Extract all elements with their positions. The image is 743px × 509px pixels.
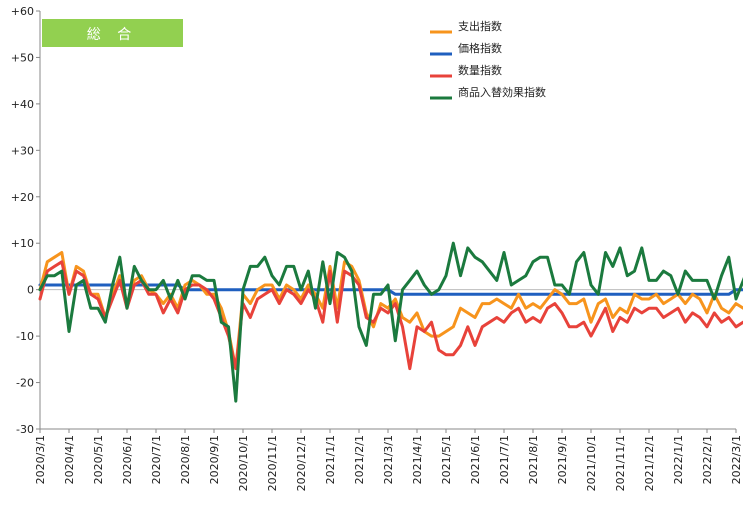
legend-label-0: 支出指数 (458, 19, 502, 33)
x-tick-label: 2020/8/1 (179, 435, 192, 484)
x-tick-label: 2021/12/1 (643, 435, 656, 491)
series-line-1 (38, 283, 743, 296)
y-tick-label: +30 (11, 144, 34, 157)
x-tick-label: 2021/1/1 (324, 435, 337, 484)
legend-label-2: 数量指数 (458, 63, 502, 77)
x-tick-label: 2020/12/1 (295, 435, 308, 491)
x-tick-label: 2021/3/1 (382, 435, 395, 484)
y-tick-label: +60 (11, 5, 34, 18)
x-tick-label: 2022/1/1 (672, 435, 685, 484)
x-tick-label: 2020/10/1 (237, 435, 250, 491)
series-line-3 (38, 241, 743, 403)
x-tick-label: 2021/11/1 (614, 435, 627, 491)
y-tick-label: -20 (16, 377, 34, 390)
y-tick-label: +20 (11, 191, 34, 204)
y-tick-label: +10 (11, 237, 34, 250)
x-tick-label: 2021/10/1 (585, 435, 598, 491)
x-tick-label: 2021/4/1 (411, 435, 424, 484)
x-tick-label: 2021/7/1 (498, 435, 511, 484)
chart-title-badge-bg (42, 19, 183, 47)
x-tick-label: 2020/9/1 (208, 435, 221, 484)
x-tick-label: 2020/3/1 (34, 435, 47, 484)
series-line-0 (38, 251, 743, 371)
x-tick-label: 2021/9/1 (556, 435, 569, 484)
y-tick-label: +50 (11, 51, 34, 64)
series-line-2 (38, 260, 743, 371)
x-tick-label: 2022/2/1 (701, 435, 714, 484)
y-tick-label: -30 (16, 423, 34, 436)
x-tick-label: 2022/3/1 (730, 435, 743, 484)
series-lines (38, 241, 743, 403)
x-tick-label: 2020/4/1 (63, 435, 76, 484)
chart-title: 総 合 (87, 27, 137, 43)
y-tick-label: +40 (11, 98, 34, 111)
chart-title-badge: 総 合 (42, 19, 183, 47)
x-tick-label: 2020/11/1 (266, 435, 279, 491)
y-tick-label: -10 (16, 330, 34, 343)
y-tick-label: 0 (27, 284, 34, 297)
x-tick-label: 2021/6/1 (469, 435, 482, 484)
x-tick-label: 2020/6/1 (121, 435, 134, 484)
x-tick-label: 2021/5/1 (440, 435, 453, 484)
legend-label-3: 商品入替効果指数 (458, 85, 546, 99)
x-tick-label: 2021/2/1 (353, 435, 366, 484)
x-tick-label: 2021/8/1 (527, 435, 540, 484)
legend-label-1: 価格指数 (458, 41, 502, 55)
x-tick-label: 2020/7/1 (150, 435, 163, 484)
x-tick-label: 2020/5/1 (92, 435, 105, 484)
